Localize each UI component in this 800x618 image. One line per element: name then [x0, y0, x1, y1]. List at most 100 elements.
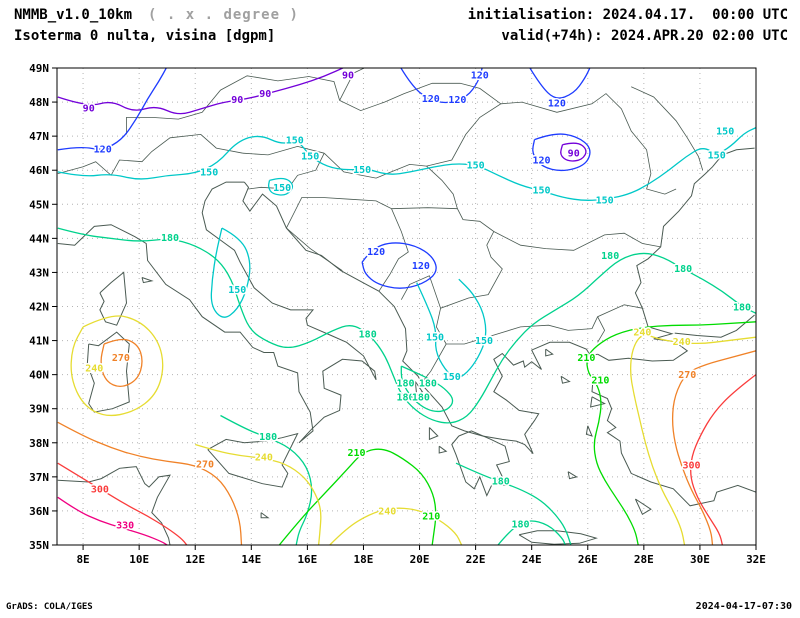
- contour-label-150: 150: [467, 160, 485, 171]
- coastline: [242, 181, 598, 455]
- x-tick-label: 30E: [690, 553, 710, 566]
- contour-line-150: [210, 227, 251, 318]
- contour-label-210: 210: [422, 512, 440, 523]
- contour-label-180: 180: [396, 392, 414, 403]
- contour-label-90: 90: [231, 95, 243, 106]
- x-tick-label: 12E: [185, 553, 205, 566]
- contour-label-180: 180: [492, 476, 510, 487]
- contour-line-150: [267, 177, 294, 196]
- country-border: [391, 207, 495, 232]
- grid-spec-label: ( . x . degree ): [148, 7, 299, 23]
- x-tick-label: 24E: [522, 553, 542, 566]
- contour-label-120: 120: [422, 94, 440, 105]
- contour-label-270: 270: [196, 459, 214, 470]
- contour-line-120: [57, 68, 168, 151]
- country-border: [493, 231, 661, 251]
- country-border: [400, 275, 441, 309]
- x-tick-label: 22E: [466, 553, 486, 566]
- contour-line-150: [416, 278, 487, 379]
- country-border: [339, 68, 366, 101]
- contour-label-90: 90: [568, 149, 580, 160]
- coastline: [518, 530, 598, 545]
- y-tick-label: 45N: [29, 198, 49, 211]
- y-tick-label: 37N: [29, 471, 49, 484]
- country-border: [242, 145, 325, 156]
- coastline: [86, 331, 130, 413]
- coastline: [591, 374, 756, 507]
- contour-line-210: [586, 321, 756, 545]
- contour-line-240: [195, 443, 322, 545]
- contour-label-150: 150: [426, 333, 444, 344]
- contour-label-240: 240: [378, 506, 396, 517]
- x-tick-label: 26E: [578, 553, 598, 566]
- contour-line-240: [629, 334, 756, 545]
- coastline: [567, 471, 578, 480]
- contour-label-180: 180: [601, 251, 619, 262]
- grads-credit: GrADS: COLA/IGES: [6, 602, 93, 612]
- contour-label-180: 180: [419, 379, 437, 390]
- contour-line-150: [57, 127, 756, 201]
- contour-label-150: 150: [273, 183, 291, 194]
- x-tick-label: 28E: [634, 553, 654, 566]
- contour-label-150: 150: [228, 285, 246, 296]
- contour-label-120: 120: [532, 156, 550, 167]
- contour-label-240: 240: [255, 453, 273, 464]
- country-border: [286, 227, 343, 272]
- country-border: [323, 82, 502, 179]
- country-border: [435, 231, 503, 345]
- coastline: [57, 466, 171, 545]
- tick-labels: 8E 10E 12E 14E 16E 18E 20E 22E 24E 26E 28E 30E 32E 35…: [29, 62, 766, 566]
- y-tick-label: 35N: [29, 539, 49, 552]
- y-tick-label: 41N: [29, 335, 49, 348]
- y-tick-label: 38N: [29, 437, 49, 450]
- y-tick-label: 40N: [29, 369, 49, 382]
- y-tick-label: 36N: [29, 505, 49, 518]
- contour-label-120: 120: [94, 145, 112, 156]
- contour-label-150: 150: [286, 136, 304, 147]
- coastline: [57, 181, 377, 444]
- contour-label-150: 150: [301, 151, 319, 162]
- contour-label-90: 90: [342, 70, 354, 81]
- valid-time-label: valid(+74h): 2024.APR.20 02:00 UTC: [501, 28, 788, 44]
- x-tick-label: 16E: [297, 553, 317, 566]
- header-left: NMMB_v1.0_10km ( . x . degree ) Isoterma …: [14, 5, 299, 47]
- contour-line-270: [671, 350, 756, 545]
- contour-line-180: [497, 520, 566, 545]
- contour-label-300: 300: [91, 484, 109, 495]
- contour-label-90: 90: [83, 104, 95, 115]
- coastline: [260, 512, 270, 519]
- contour-line-120: [529, 68, 591, 99]
- contour-label-150: 150: [443, 372, 461, 383]
- contour-line-180: [57, 227, 756, 424]
- coastline: [141, 277, 154, 284]
- country-border: [419, 343, 447, 386]
- contour-label-210: 210: [591, 375, 609, 386]
- contour-label-300: 300: [682, 460, 700, 471]
- contour-line-90: [57, 68, 345, 115]
- y-tick-label: 43N: [29, 266, 49, 279]
- contour-label-120: 120: [471, 70, 489, 81]
- contour-label-240: 240: [85, 363, 103, 374]
- coastline: [634, 498, 652, 516]
- coastline: [597, 147, 755, 362]
- chart-subtitle: Isoterma 0 nulta, visina [dgpm]: [14, 28, 276, 44]
- country-border: [446, 304, 643, 345]
- creation-timestamp: 2024-04-17-07:30: [695, 601, 792, 612]
- contour-label-240: 240: [633, 328, 651, 339]
- coastline: [207, 432, 299, 488]
- coastline: [674, 314, 755, 338]
- plot-frame: [56, 67, 757, 546]
- contour-line-270: [57, 421, 243, 545]
- contour-label-270: 270: [678, 370, 696, 381]
- tick-marks: [52, 67, 757, 550]
- contour-label-180: 180: [674, 264, 692, 275]
- contour-line-240: [329, 507, 463, 545]
- contour-label-180: 180: [511, 519, 529, 530]
- contour-label-120: 120: [412, 261, 430, 272]
- contour-label-180: 180: [733, 303, 751, 314]
- contour-label-150: 150: [200, 167, 218, 178]
- country-border: [57, 133, 243, 176]
- model-title-line: NMMB_v1.0_10km ( . x . degree ): [14, 5, 299, 26]
- y-tick-label: 49N: [29, 62, 49, 75]
